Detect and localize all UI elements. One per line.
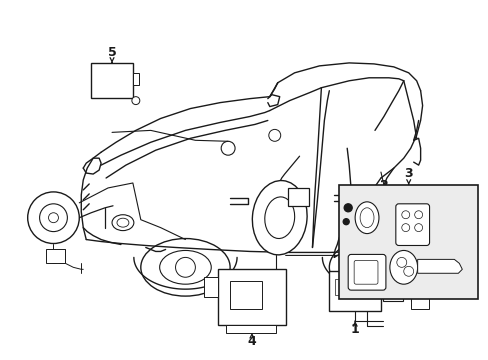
Circle shape [343,219,348,225]
FancyBboxPatch shape [410,295,427,309]
Circle shape [414,224,422,231]
FancyBboxPatch shape [225,325,275,333]
Text: 2: 2 [379,179,387,192]
FancyBboxPatch shape [346,279,353,295]
FancyBboxPatch shape [395,204,428,246]
Circle shape [268,129,280,141]
Ellipse shape [359,208,373,228]
Ellipse shape [252,181,306,255]
Ellipse shape [354,202,378,234]
FancyBboxPatch shape [133,73,139,85]
Ellipse shape [160,251,211,284]
Circle shape [366,260,381,275]
Text: 4: 4 [247,335,256,348]
Polygon shape [417,260,461,273]
FancyBboxPatch shape [353,260,377,284]
FancyBboxPatch shape [356,279,365,295]
Ellipse shape [264,197,294,239]
Circle shape [132,96,140,105]
Circle shape [396,257,406,267]
FancyBboxPatch shape [91,63,133,98]
Circle shape [401,211,409,219]
Circle shape [40,204,67,231]
Ellipse shape [112,215,134,231]
FancyBboxPatch shape [230,281,262,309]
Ellipse shape [117,218,129,227]
Circle shape [221,141,235,155]
Circle shape [414,211,422,219]
Circle shape [401,224,409,231]
FancyBboxPatch shape [367,279,375,295]
FancyBboxPatch shape [328,271,380,311]
Ellipse shape [348,251,398,283]
Circle shape [344,204,351,212]
Ellipse shape [328,239,418,296]
Text: 6: 6 [49,255,58,267]
Text: 3: 3 [404,167,412,180]
Circle shape [373,208,393,228]
Text: 5: 5 [107,46,116,59]
FancyBboxPatch shape [45,249,65,264]
Ellipse shape [141,239,230,296]
FancyBboxPatch shape [339,185,477,299]
Circle shape [175,257,195,277]
Circle shape [48,213,59,223]
FancyBboxPatch shape [335,279,343,295]
FancyBboxPatch shape [218,269,285,325]
Ellipse shape [389,251,417,284]
Text: 1: 1 [350,323,359,336]
Circle shape [366,200,401,235]
FancyBboxPatch shape [204,277,218,297]
FancyBboxPatch shape [287,188,309,206]
FancyBboxPatch shape [347,255,385,290]
Circle shape [403,266,413,276]
FancyBboxPatch shape [382,281,402,301]
Circle shape [28,192,79,243]
